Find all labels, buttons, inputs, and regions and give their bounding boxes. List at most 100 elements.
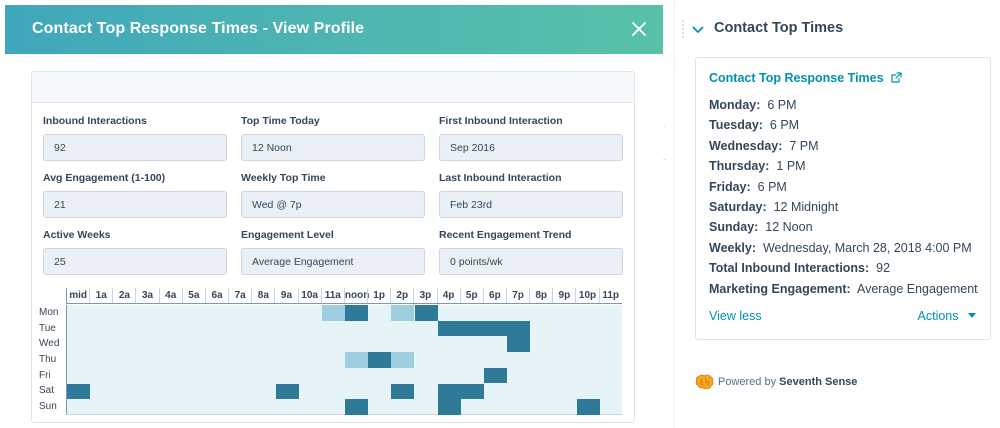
- section-title[interactable]: Contact Top Times: [714, 20, 844, 36]
- field-value[interactable]: 25: [43, 248, 227, 275]
- heatmap-cell[interactable]: [391, 305, 415, 321]
- heatmap-day-label: Sun: [39, 401, 57, 413]
- heatmap-cell[interactable]: [67, 383, 91, 400]
- heatmap-cell[interactable]: [576, 399, 600, 415]
- heatmap-hour-label: 5a: [181, 288, 205, 303]
- field-value[interactable]: 0 points/wk: [439, 248, 623, 275]
- heatmap-hour-label: 3p: [413, 288, 436, 303]
- field-active-weeks: Active Weeks 25: [43, 229, 227, 275]
- close-icon: [632, 22, 646, 36]
- heatmap-hour-label: 1a: [89, 288, 112, 303]
- caret-down-icon: [968, 313, 976, 318]
- powered-by-text: Powered by Seventh Sense: [718, 376, 858, 388]
- drag-handle-icon[interactable]: [682, 20, 688, 40]
- field-inbound-interactions: Inbound Interactions 92: [43, 115, 227, 161]
- heatmap-hour-label: 6a: [204, 288, 228, 303]
- heatmap-cell[interactable]: [437, 383, 461, 400]
- heatmap-cell[interactable]: [414, 305, 438, 321]
- close-button[interactable]: [629, 19, 649, 39]
- heatmap-cell[interactable]: [391, 383, 415, 400]
- stat-marketing-engagement: Marketing Engagement: Average Engagement: [709, 281, 978, 296]
- field-value[interactable]: 21: [43, 191, 227, 218]
- view-less-link[interactable]: View less: [709, 309, 762, 323]
- top-times-card: Contact Top Response Times Monday: 6 PM …: [695, 57, 991, 340]
- brain-icon: [695, 374, 714, 390]
- field-label: Engagement Level: [241, 229, 334, 241]
- field-label: First Inbound Interaction: [439, 115, 563, 127]
- field-top-time-today: Top Time Today 12 Noon: [241, 115, 425, 161]
- field-label: Inbound Interactions: [43, 115, 147, 127]
- heatmap-hour-label: noon: [343, 288, 370, 303]
- stat-saturday: Saturday: 12 Midnight: [709, 199, 839, 214]
- heatmap-cell[interactable]: [391, 352, 415, 368]
- link-label: Contact Top Response Times: [709, 71, 884, 85]
- field-value[interactable]: 12 Noon: [241, 134, 425, 161]
- field-label: Weekly Top Time: [241, 172, 326, 184]
- field-label: Recent Engagement Trend: [439, 229, 572, 241]
- stat-wednesday: Wednesday: 7 PM: [709, 138, 819, 153]
- field-weekly-top-time: Weekly Top Time Wed @ 7p: [241, 172, 425, 218]
- stat-tuesday: Tuesday: 6 PM: [709, 118, 800, 133]
- heatmap-hour-label: 10a: [297, 288, 321, 303]
- profile-card: Inbound Interactions 92 Top Time Today 1…: [31, 71, 635, 423]
- external-link-icon: [891, 72, 902, 83]
- heatmap-cell[interactable]: [460, 320, 484, 337]
- field-engagement-level: Engagement Level Average Engagement: [241, 229, 425, 275]
- heatmap-day-labels: Mon Tue Wed Thu Fri Sat Sun: [38, 305, 66, 415]
- heatmap-hour-label: 7a: [228, 288, 251, 303]
- heatmap-hour-header: mid 1a 2a 3a 4a 5a 6a 7a 8a 9a 10a 11a noon 1p 2p 3p 4p 5…: [66, 288, 622, 304]
- heatmap-hour-label: 8p: [529, 288, 552, 303]
- heatmap-hour-label: mid: [66, 288, 89, 303]
- field-value[interactable]: 92: [43, 134, 227, 161]
- heatmap-cell[interactable]: [484, 320, 508, 337]
- heatmap-cell[interactable]: [460, 383, 484, 400]
- field-avg-engagement: Avg Engagement (1-100) 21: [43, 172, 227, 218]
- field-label: Avg Engagement (1-100): [43, 172, 166, 184]
- chevron-down-icon[interactable]: [692, 22, 704, 40]
- top-response-times-link[interactable]: Contact Top Response Times: [709, 71, 902, 85]
- heatmap-hour-label: 2p: [390, 288, 413, 303]
- heatmap-hour-label: 5p: [459, 288, 483, 303]
- heatmap-cell[interactable]: [275, 383, 299, 400]
- heatmap-cell[interactable]: [507, 336, 531, 353]
- profile-modal: Contact Top Response Times - View Profil…: [5, 0, 663, 428]
- field-value[interactable]: Feb 23rd: [439, 191, 623, 218]
- heatmap-cell[interactable]: [345, 399, 369, 415]
- heatmap-day-label: Sat: [39, 385, 55, 397]
- stat-thursday: Thursday: 1 PM: [709, 159, 806, 174]
- heatmap-day-label: Mon: [39, 307, 59, 318]
- modal-title: Contact Top Response Times - View Profil…: [32, 20, 365, 37]
- edge-mark: [663, 159, 666, 160]
- heatmap-hour-label: 9a: [274, 288, 297, 303]
- heatmap-hour-label: 7p: [505, 288, 529, 303]
- field-label: Last Inbound Interaction: [439, 172, 562, 184]
- actions-dropdown[interactable]: Actions: [918, 309, 976, 323]
- heatmap-hour-label: 1p: [367, 288, 390, 303]
- card-toolbar: [32, 72, 634, 103]
- field-value[interactable]: Sep 2016: [439, 134, 623, 161]
- heatmap-cell[interactable]: [345, 305, 369, 321]
- heatmap-day-label: Tue: [39, 322, 56, 334]
- heatmap-hour-label: 4a: [158, 288, 182, 303]
- stat-weekly: Weekly: Wednesday, March 28, 2018 4:00 P…: [709, 240, 972, 255]
- heatmap-cell[interactable]: [368, 352, 392, 368]
- heatmap-hour-label: 3a: [135, 288, 158, 303]
- heatmap-hour-label: 9p: [552, 288, 575, 303]
- edge-mark: [663, 126, 666, 127]
- stat-total-inbound: Total Inbound Interactions: 92: [709, 261, 891, 276]
- field-last-inbound-interaction: Last Inbound Interaction Feb 23rd: [439, 172, 623, 218]
- field-recent-engagement-trend: Recent Engagement Trend 0 points/wk: [439, 229, 623, 275]
- field-first-inbound-interaction: First Inbound Interaction Sep 2016: [439, 115, 623, 161]
- stat-monday: Monday: 6 PM: [709, 98, 797, 112]
- heatmap-cell[interactable]: [507, 320, 531, 337]
- heatmap-day-label: Thu: [39, 354, 57, 366]
- field-value[interactable]: Average Engagement: [241, 248, 425, 275]
- modal-header: Contact Top Response Times - View Profil…: [5, 5, 663, 54]
- field-label: Top Time Today: [241, 115, 320, 127]
- heatmap-cell[interactable]: [345, 352, 369, 368]
- heatmap-cell[interactable]: [437, 399, 461, 415]
- heatmap-cell[interactable]: [437, 320, 461, 337]
- heatmap-cell[interactable]: [484, 367, 508, 384]
- heatmap-cell[interactable]: [321, 305, 345, 321]
- field-value[interactable]: Wed @ 7p: [241, 191, 425, 218]
